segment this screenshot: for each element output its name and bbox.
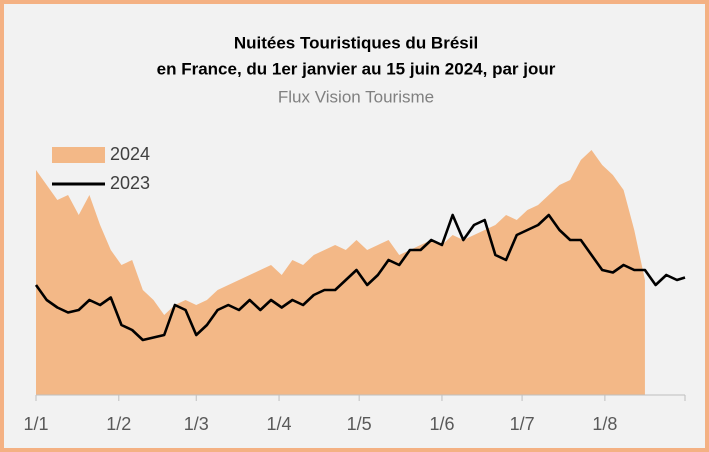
chart-title: Nuitées Touristiques du Brésil <box>234 33 478 52</box>
x-tick-label: 1/1 <box>23 414 48 434</box>
x-tick-label: 1/2 <box>106 414 131 434</box>
area <box>36 150 645 395</box>
x-tick-label: 1/7 <box>510 414 535 434</box>
line <box>34 213 686 342</box>
x-tick-label: 1/5 <box>347 414 372 434</box>
chart-subtitle: Flux Vision Tourisme <box>278 87 434 106</box>
x-tick-label: 1/8 <box>592 414 617 434</box>
chart-title: en France, du 1er janvier au 15 juin 202… <box>157 59 556 78</box>
legend-label: 2023 <box>110 173 150 193</box>
legend-swatch <box>52 147 105 163</box>
x-tick-label: 1/3 <box>184 414 209 434</box>
x-tick-label: 1/4 <box>267 414 292 434</box>
x-tick-label: 1/6 <box>429 414 454 434</box>
legend-label: 2024 <box>110 144 150 164</box>
